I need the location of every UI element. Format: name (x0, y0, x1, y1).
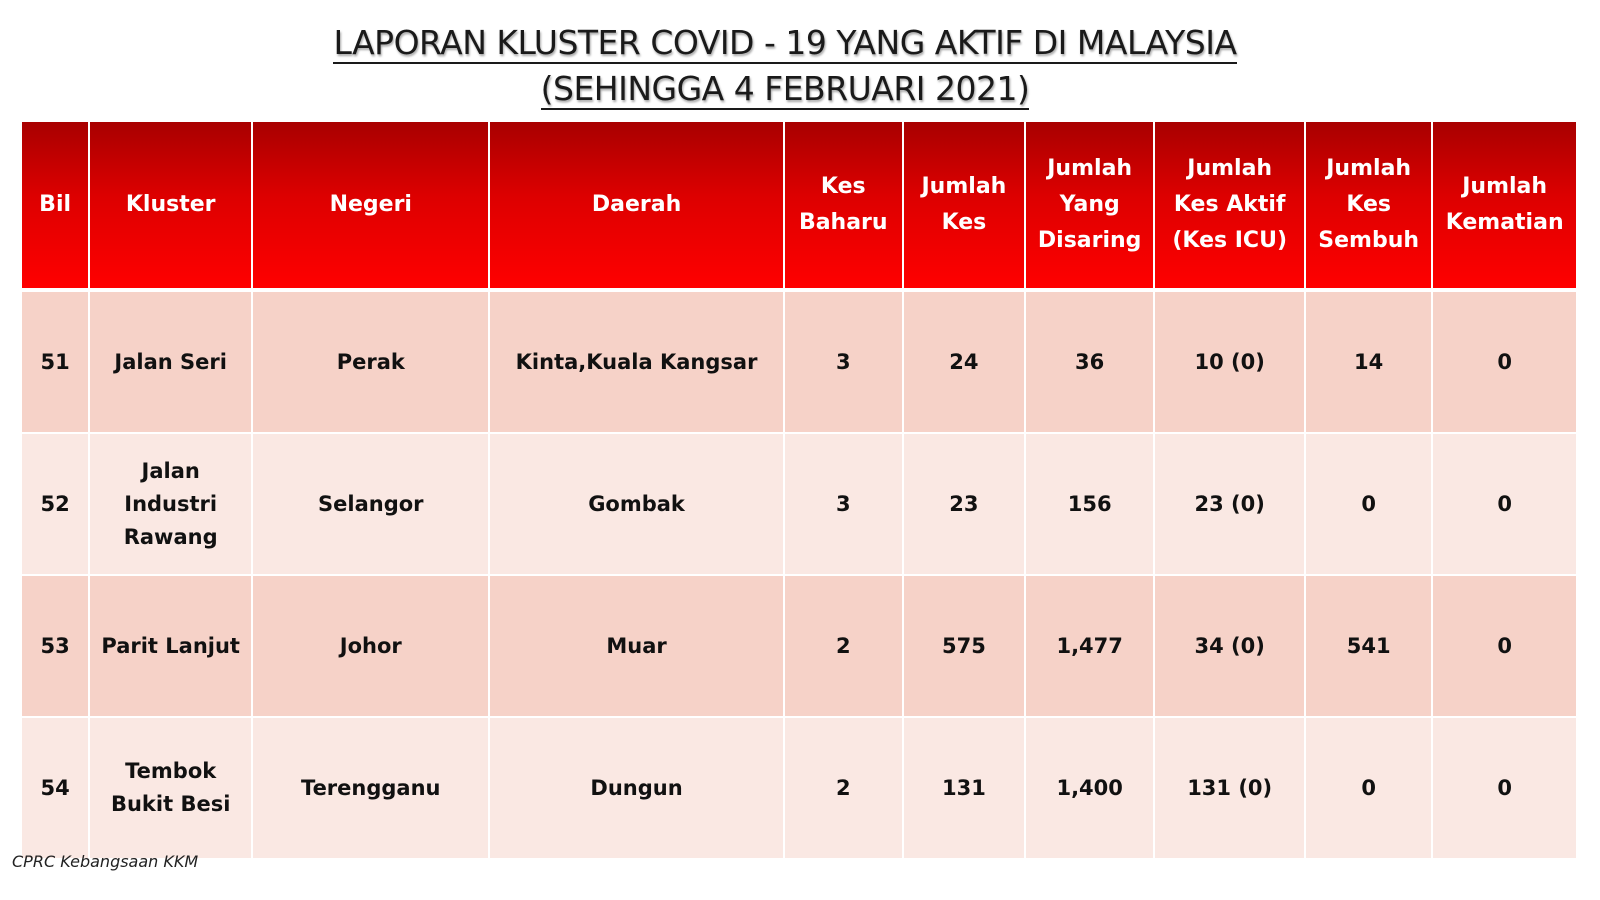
cell-jumlah-disaring: 36 (1024, 289, 1156, 434)
cell-kes-aktif: 131 (0) (1153, 716, 1307, 860)
cell-kes-baharu: 3 (782, 289, 904, 434)
cell-kluster: Parit Lanjut (88, 574, 254, 718)
source-credit: CPRC Kebangsaan KKM (12, 852, 199, 871)
cell-jumlah-disaring: 1,477 (1024, 574, 1156, 718)
table-row: 51 Jalan Seri Perak Kinta,Kuala Kangsar … (19, 289, 1578, 434)
header-daerah: Daerah (488, 120, 785, 292)
cell-kes-baharu: 3 (782, 432, 904, 576)
cell-jumlah-disaring: 156 (1024, 432, 1156, 576)
cell-bil: 51 (19, 289, 91, 434)
cell-kes-sembuh: 0 (1304, 432, 1434, 576)
cell-jumlah-disaring: 1,400 (1024, 716, 1156, 860)
cell-jumlah-kes: 24 (901, 289, 1027, 434)
cell-kluster: Jalan Seri (88, 289, 254, 434)
table-row: 52 Jalan Industri Rawang Selangor Gombak… (19, 432, 1578, 576)
cell-daerah: Dungun (488, 716, 785, 860)
cell-kluster: Tembok Bukit Besi (88, 716, 254, 860)
cell-bil: 54 (19, 716, 91, 860)
table-row: 54 Tembok Bukit Besi Terengganu Dungun 2… (19, 716, 1578, 860)
cell-kes-baharu: 2 (782, 716, 904, 860)
cell-kes-baharu: 2 (782, 574, 904, 718)
cell-kes-sembuh: 541 (1304, 574, 1434, 718)
cell-jumlah-kes: 131 (901, 716, 1027, 860)
header-bil: Bil (19, 120, 91, 292)
header-kes-sembuh: Jumlah Kes Sembuh (1304, 120, 1434, 292)
cell-kematian: 0 (1431, 716, 1578, 860)
cell-kes-aktif: 34 (0) (1153, 574, 1307, 718)
cell-negeri: Selangor (251, 432, 491, 576)
header-kluster: Kluster (88, 120, 254, 292)
cell-bil: 52 (19, 432, 91, 576)
cell-jumlah-kes: 575 (901, 574, 1027, 718)
report-title: LAPORAN KLUSTER COVID - 19 YANG AKTIF DI… (0, 22, 1570, 114)
header-kematian: Jumlah Kematian (1431, 120, 1578, 292)
cell-kes-sembuh: 14 (1304, 289, 1434, 434)
header-negeri: Negeri (251, 120, 491, 292)
cell-jumlah-kes: 23 (901, 432, 1027, 576)
cell-kes-sembuh: 0 (1304, 716, 1434, 860)
header-kes-aktif: Jumlah Kes Aktif (Kes ICU) (1153, 120, 1307, 292)
cell-daerah: Kinta,Kuala Kangsar (488, 289, 785, 434)
cell-kematian: 0 (1431, 574, 1578, 718)
cell-daerah: Muar (488, 574, 785, 718)
cell-bil: 53 (19, 574, 91, 718)
cluster-table: Bil Kluster Negeri Daerah Kes Baharu Jum… (19, 120, 1578, 860)
cell-kes-aktif: 23 (0) (1153, 432, 1307, 576)
cell-kluster: Jalan Industri Rawang (88, 432, 254, 576)
header-kes-baharu: Kes Baharu (782, 120, 904, 292)
cell-kematian: 0 (1431, 289, 1578, 434)
cell-daerah: Gombak (488, 432, 785, 576)
title-line-2: (SEHINGGA 4 FEBRUARI 2021) (540, 69, 1030, 110)
header-jumlah-disaring: Jumlah Yang Disaring (1024, 120, 1156, 292)
cell-kes-aktif: 10 (0) (1153, 289, 1307, 434)
header-jumlah-kes: Jumlah Kes (901, 120, 1027, 292)
title-line-1: LAPORAN KLUSTER COVID - 19 YANG AKTIF DI… (333, 23, 1237, 64)
cell-negeri: Perak (251, 289, 491, 434)
cell-negeri: Johor (251, 574, 491, 718)
table-row: 53 Parit Lanjut Johor Muar 2 575 1,477 3… (19, 574, 1578, 718)
cell-kematian: 0 (1431, 432, 1578, 576)
header-row: Bil Kluster Negeri Daerah Kes Baharu Jum… (19, 120, 1578, 292)
cell-negeri: Terengganu (251, 716, 491, 860)
